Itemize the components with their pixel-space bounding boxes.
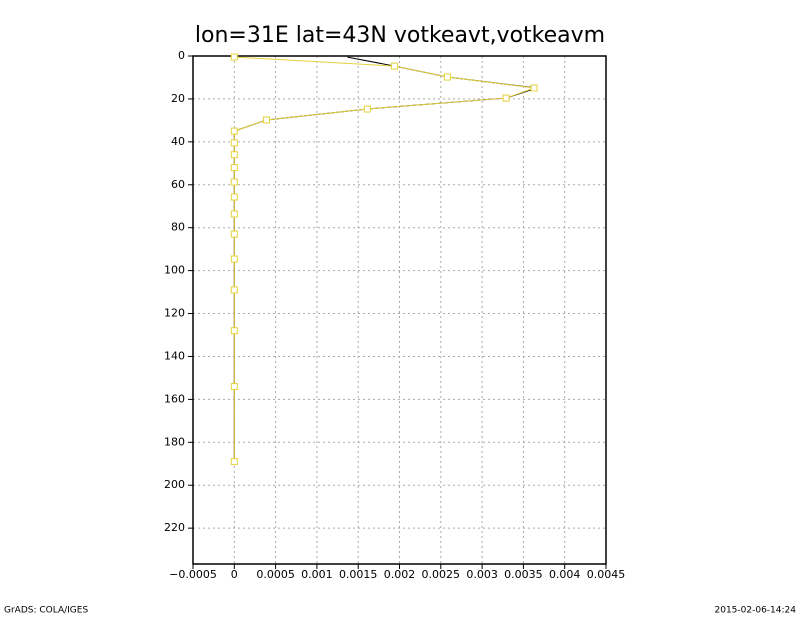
x-tick-label: 0.0015: [339, 568, 378, 581]
series-line: [233, 56, 535, 462]
y-tick-label: 80: [171, 221, 185, 234]
y-tick-label: 40: [171, 135, 185, 148]
x-tick-label: 0.0035: [504, 568, 543, 581]
point-marker: [391, 62, 399, 70]
point-marker: [230, 193, 238, 201]
y-tick-label: 200: [164, 478, 185, 491]
point-marker: [230, 210, 238, 218]
point-marker: [230, 139, 238, 147]
y-tick-label: 120: [164, 307, 185, 320]
x-tick-label: 0.004: [549, 568, 581, 581]
x-tick-label: 0.001: [301, 568, 333, 581]
point-marker: [230, 53, 238, 61]
point-marker: [230, 178, 238, 186]
point-marker: [230, 286, 238, 294]
x-tick-label: 0.003: [466, 568, 498, 581]
point-marker: [363, 105, 371, 113]
point-marker: [443, 73, 451, 81]
y-tick-label: 140: [164, 349, 185, 362]
point-marker: [530, 84, 538, 92]
y-tick-label: 100: [164, 264, 185, 277]
y-tick-label: 160: [164, 392, 185, 405]
y-tick-label: 180: [164, 435, 185, 448]
footer-left: GrADS: COLA/IGES: [4, 606, 88, 616]
point-marker: [230, 127, 238, 135]
x-tick-label: −0.0005: [169, 568, 217, 581]
y-tick-label: 220: [164, 521, 185, 534]
point-marker: [230, 164, 238, 172]
x-tick-label: 0.0045: [587, 568, 626, 581]
point-marker: [230, 255, 238, 263]
x-tick-label: 0.002: [384, 568, 416, 581]
plot-frame: [192, 55, 607, 565]
y-tick-label: 20: [171, 92, 185, 105]
chart-title: lon=31E lat=43N votkeavt,votkeavm: [195, 23, 605, 48]
point-marker: [230, 327, 238, 335]
x-tick-label: 0: [231, 568, 238, 581]
point-marker: [263, 116, 271, 124]
point-marker: [502, 94, 510, 102]
footer-right: 2015-02-06-14:24: [715, 606, 797, 616]
x-tick-label: 0.0025: [422, 568, 461, 581]
y-tick-label: 60: [171, 178, 185, 191]
point-marker: [230, 458, 238, 466]
x-tick-label: 0.0005: [256, 568, 295, 581]
y-tick-label: 0: [178, 49, 185, 62]
point-marker: [230, 383, 238, 391]
point-marker: [230, 230, 238, 238]
point-marker: [230, 151, 238, 159]
